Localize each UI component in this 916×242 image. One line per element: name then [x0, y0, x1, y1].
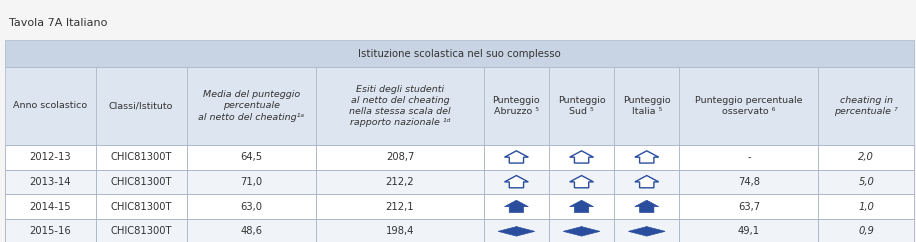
Text: 212,2: 212,2: [386, 177, 414, 187]
Polygon shape: [635, 200, 659, 212]
Text: 5,0: 5,0: [858, 177, 874, 187]
Text: 63,7: 63,7: [737, 202, 760, 212]
Text: 2012-13: 2012-13: [29, 152, 71, 162]
Polygon shape: [635, 175, 659, 188]
Text: Punteggio
Sud ⁵: Punteggio Sud ⁵: [558, 96, 605, 116]
Text: Punteggio percentuale
osservato ⁶: Punteggio percentuale osservato ⁶: [695, 96, 802, 116]
Bar: [95, 219, 187, 242]
Bar: [614, 145, 680, 170]
Bar: [680, 170, 818, 194]
Text: 64,5: 64,5: [240, 152, 263, 162]
Polygon shape: [505, 151, 529, 163]
Bar: [187, 219, 316, 242]
Bar: [187, 170, 316, 194]
Text: 2,0: 2,0: [858, 152, 874, 162]
Text: Media del punteggio
percentuale
al netto del cheating¹ᵃ: Media del punteggio percentuale al netto…: [199, 90, 304, 121]
Bar: [95, 170, 187, 194]
Bar: [316, 219, 484, 242]
Text: 212,1: 212,1: [386, 202, 414, 212]
Bar: [818, 170, 914, 194]
Bar: [614, 67, 680, 145]
Bar: [5, 219, 95, 242]
Bar: [95, 145, 187, 170]
Bar: [549, 170, 614, 194]
Bar: [614, 194, 680, 219]
Polygon shape: [570, 175, 594, 188]
Bar: [187, 194, 316, 219]
Bar: [614, 219, 680, 242]
Text: 0,9: 0,9: [858, 226, 874, 236]
Bar: [484, 219, 549, 242]
Text: 198,4: 198,4: [386, 226, 414, 236]
Bar: [316, 145, 484, 170]
Text: CHIC81300T: CHIC81300T: [111, 152, 172, 162]
Text: 2015-16: 2015-16: [29, 226, 71, 236]
Polygon shape: [570, 151, 594, 163]
Bar: [680, 67, 818, 145]
Bar: [818, 145, 914, 170]
Bar: [484, 194, 549, 219]
Bar: [5, 194, 914, 219]
Bar: [95, 67, 187, 145]
Polygon shape: [570, 200, 594, 212]
Text: Classi/Istituto: Classi/Istituto: [109, 101, 173, 110]
Bar: [818, 194, 914, 219]
Bar: [5, 40, 914, 67]
Bar: [549, 145, 614, 170]
Bar: [5, 194, 95, 219]
Bar: [614, 170, 680, 194]
Bar: [680, 194, 818, 219]
Bar: [818, 67, 914, 145]
Text: 208,7: 208,7: [386, 152, 414, 162]
Polygon shape: [635, 151, 659, 163]
Text: CHIC81300T: CHIC81300T: [111, 226, 172, 236]
Bar: [549, 219, 614, 242]
Text: 74,8: 74,8: [737, 177, 760, 187]
Bar: [316, 67, 484, 145]
Text: 63,0: 63,0: [240, 202, 262, 212]
Bar: [187, 67, 316, 145]
Bar: [5, 170, 914, 194]
Bar: [5, 170, 95, 194]
Text: Istituzione scolastica nel suo complesso: Istituzione scolastica nel suo complesso: [358, 49, 561, 59]
Text: -: -: [747, 152, 750, 162]
Text: cheating in
percentuale ⁷: cheating in percentuale ⁷: [834, 96, 898, 116]
Bar: [187, 145, 316, 170]
Bar: [5, 145, 95, 170]
Text: Punteggio
Abruzzo ⁵: Punteggio Abruzzo ⁵: [493, 96, 540, 116]
Polygon shape: [628, 227, 665, 236]
Bar: [484, 170, 549, 194]
Text: CHIC81300T: CHIC81300T: [111, 202, 172, 212]
Bar: [549, 194, 614, 219]
Text: 2014-15: 2014-15: [29, 202, 71, 212]
Text: Tavola 7A Italiano: Tavola 7A Italiano: [9, 18, 107, 28]
Bar: [316, 194, 484, 219]
Bar: [680, 145, 818, 170]
Polygon shape: [498, 227, 535, 236]
Text: Anno scolastico: Anno scolastico: [13, 101, 87, 110]
Bar: [549, 67, 614, 145]
Polygon shape: [505, 200, 529, 212]
Polygon shape: [505, 175, 529, 188]
Bar: [5, 219, 914, 242]
Bar: [5, 67, 95, 145]
Text: 48,6: 48,6: [240, 226, 262, 236]
Bar: [818, 219, 914, 242]
Bar: [5, 145, 914, 170]
Text: CHIC81300T: CHIC81300T: [111, 177, 172, 187]
Text: 2013-14: 2013-14: [29, 177, 71, 187]
Polygon shape: [563, 227, 600, 236]
Bar: [95, 194, 187, 219]
Bar: [316, 170, 484, 194]
Bar: [680, 219, 818, 242]
Text: Punteggio
Italia ⁵: Punteggio Italia ⁵: [623, 96, 671, 116]
Text: 49,1: 49,1: [737, 226, 760, 236]
Bar: [484, 145, 549, 170]
Text: Esiti degli studenti
al netto del cheating
nella stessa scala del
rapporto nazio: Esiti degli studenti al netto del cheati…: [349, 85, 451, 127]
Bar: [484, 67, 549, 145]
Text: 71,0: 71,0: [240, 177, 263, 187]
Text: 1,0: 1,0: [858, 202, 874, 212]
